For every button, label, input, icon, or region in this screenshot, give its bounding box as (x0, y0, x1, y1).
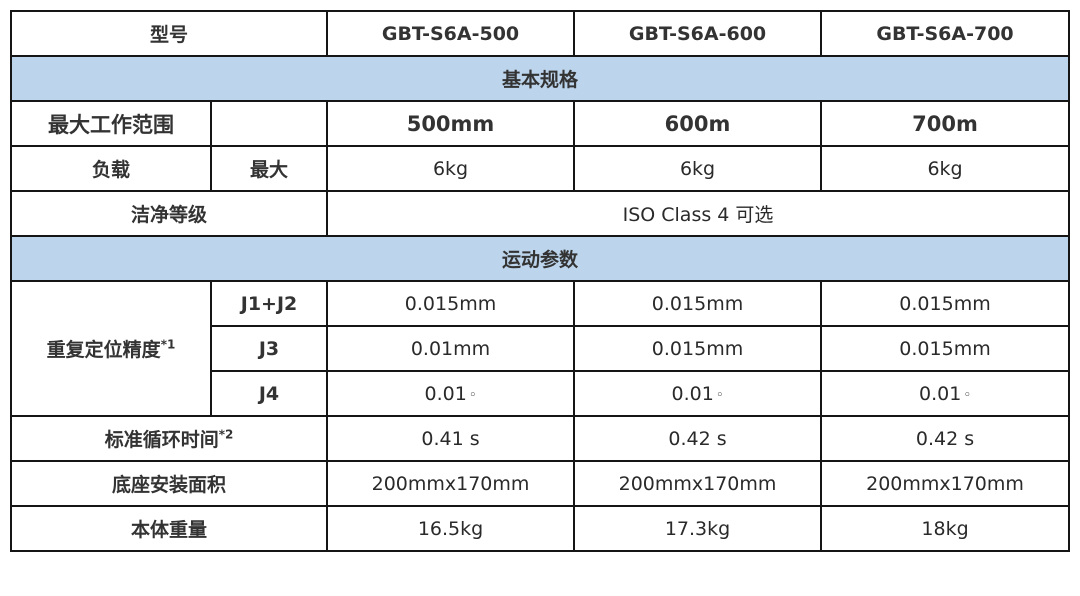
cell: 0.41 s (326, 415, 576, 462)
spec-table: 型号 GBT-S6A-500 GBT-S6A-600 GBT-S6A-700 基… (9, 10, 1071, 552)
cell: 17.3kg (573, 505, 823, 552)
table-row: 洁净等级 ISO Class 4 可选 (9, 190, 1071, 237)
table-row: 底座安装面积 200mmx170mm 200mmx170mm 200mmx170… (9, 460, 1071, 507)
row-label: 洁净等级 (9, 190, 329, 237)
degree-unit: ◦ (715, 387, 724, 403)
table-row: J4 0.01 ◦ 0.01 ◦ 0.01 ◦ (11, 370, 1071, 417)
degree-unit: ◦ (963, 387, 971, 403)
cell: 200mmx170mm (326, 460, 576, 507)
cell: 6kg (326, 145, 576, 192)
cell: 200mmx170mm (820, 460, 1071, 507)
row-label: 负载 (10, 145, 212, 192)
degree-unit: ◦ (468, 387, 477, 403)
model-name: GBT-S6A-700 (820, 10, 1071, 57)
cell: 0.01 ◦ (573, 370, 823, 417)
cell: 0.015mm (326, 280, 576, 327)
footnote-mark: *1 (160, 337, 176, 352)
cell: 0.015mm (573, 325, 823, 372)
sub-label: J4 (209, 370, 329, 417)
table-row: 最大工作范围 500mm 600m 700m (10, 100, 1071, 147)
cell: 700m (820, 100, 1071, 147)
model-name: GBT-S6A-500 (326, 10, 576, 57)
model-label: 型号 (9, 10, 329, 57)
cell: 600m (573, 100, 823, 147)
table-row: 标准循环时间*2 0.41 s 0.42 s 0.42 s (9, 415, 1071, 462)
sub-label: J3 (209, 325, 329, 372)
section-motion: 运动参数 (9, 235, 1071, 282)
sub-label: J1+J2 (209, 280, 329, 327)
cell: 0.42 s (820, 415, 1071, 462)
model-name: GBT-S6A-600 (573, 10, 823, 57)
cell: 0.015mm (820, 280, 1071, 327)
cell: 6kg (820, 145, 1071, 192)
table-row: 本体重量 16.5kg 17.3kg 18kg (9, 505, 1071, 552)
cell: 0.01 ◦ (820, 370, 1071, 417)
cell: 200mmx170mm (573, 460, 823, 507)
cell: 0.42 s (573, 415, 823, 462)
cell: 0.015mm (820, 325, 1071, 372)
cell: ISO Class 4 可选 (326, 190, 1071, 237)
cell: 6kg (573, 145, 823, 192)
empty-cell (209, 100, 329, 147)
cell: 0.01 ◦ (326, 370, 576, 417)
row-label: 本体重量 (9, 505, 329, 552)
sub-label: 最大 (209, 145, 329, 192)
table-row: 重复定位精度*1 J1+J2 0.015mm 0.015mm 0.015mm (10, 280, 1071, 417)
table-row: J3 0.01mm 0.015mm 0.015mm (11, 325, 1071, 372)
section-basic: 基本规格 (9, 55, 1071, 102)
table-row: 负载 最大 6kg 6kg 6kg (10, 145, 1071, 192)
row-label: 底座安装面积 (9, 460, 329, 507)
header-row: 型号 GBT-S6A-500 GBT-S6A-600 GBT-S6A-700 (9, 10, 1071, 57)
cell: 0.015mm (573, 280, 823, 327)
cell: 0.01mm (326, 325, 576, 372)
footnote-mark: *2 (218, 427, 234, 442)
row-label: 重复定位精度*1 (10, 280, 212, 417)
cell: 500mm (326, 100, 576, 147)
cell: 16.5kg (326, 505, 576, 552)
cell: 18kg (820, 505, 1071, 552)
row-label: 最大工作范围 (10, 100, 212, 147)
row-label: 标准循环时间*2 (9, 415, 329, 462)
